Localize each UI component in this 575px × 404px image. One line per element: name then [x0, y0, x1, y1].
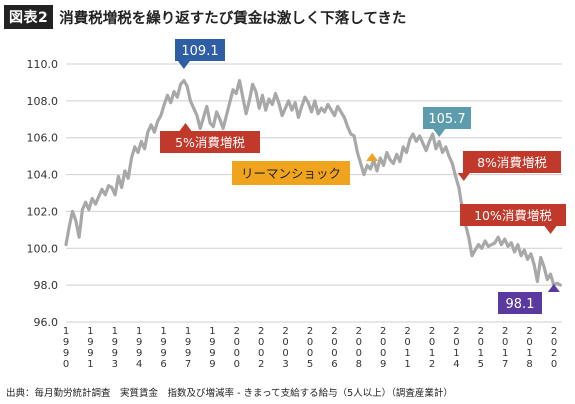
y-tick-label: 104.0	[27, 169, 59, 182]
y-tick-label: 96.0	[34, 316, 59, 329]
callout-event: 8%消費増税	[457, 151, 561, 181]
source-note: 出典：毎月勤労統計調査 実質賃金 指数及び増減率 - きまって支給する給与（5人…	[6, 388, 453, 399]
figure-label: 図表2	[4, 5, 54, 29]
callout-pointer	[177, 61, 190, 69]
callout-label: 109.1	[181, 44, 218, 59]
callout-label: 10%消費増税	[474, 208, 552, 223]
callout-pointer	[457, 173, 470, 181]
callout-pointer	[179, 123, 192, 131]
callout-pointer	[544, 226, 557, 234]
callout-label: リーマンショック	[241, 166, 341, 181]
callout-box	[498, 292, 542, 314]
callout-pointer	[433, 129, 446, 137]
callout-value: 105.7	[423, 107, 471, 137]
chart-title: 消費税増税を繰り返すたび賃金は激しく下落してきた	[59, 10, 407, 27]
y-tick-label: 108.0	[27, 95, 59, 108]
callout-event: リーマンショック	[232, 153, 379, 185]
callout-label: 8%消費増税	[477, 155, 547, 170]
figure-header: 図表2 消費税増税を繰り返すたび賃金は激しく下落してきた	[4, 4, 406, 30]
callout-label: 105.7	[428, 112, 465, 127]
y-tick-label: 100.0	[27, 242, 59, 255]
y-tick-label: 106.0	[27, 132, 59, 145]
callout-box	[463, 151, 561, 173]
callout-pointer	[366, 153, 379, 161]
callout-label: 5%消費増税	[175, 135, 245, 150]
callout-event: 10%消費増税	[460, 204, 566, 234]
callout-box	[160, 131, 260, 153]
callout-box	[232, 161, 350, 185]
callout-box	[175, 39, 225, 61]
callout-label: 98.1	[506, 297, 535, 312]
callout-value: 109.1	[175, 39, 225, 69]
callout-box	[460, 204, 566, 226]
y-tick-label: 98.0	[34, 279, 59, 292]
callout-event: 5%消費増税	[160, 123, 260, 153]
y-tick-label: 102.0	[27, 205, 59, 218]
callout-pointer	[547, 284, 560, 292]
wage-line-chart: 110.0 108.0 106.0 104.0 102.0 100.0 98.0 96.0 1 9…	[27, 39, 566, 370]
callout-box	[423, 107, 471, 129]
y-tick-label: 110.0	[27, 58, 59, 71]
callout-value: 98.1	[498, 284, 560, 314]
wage-series-line	[64, 78, 563, 287]
